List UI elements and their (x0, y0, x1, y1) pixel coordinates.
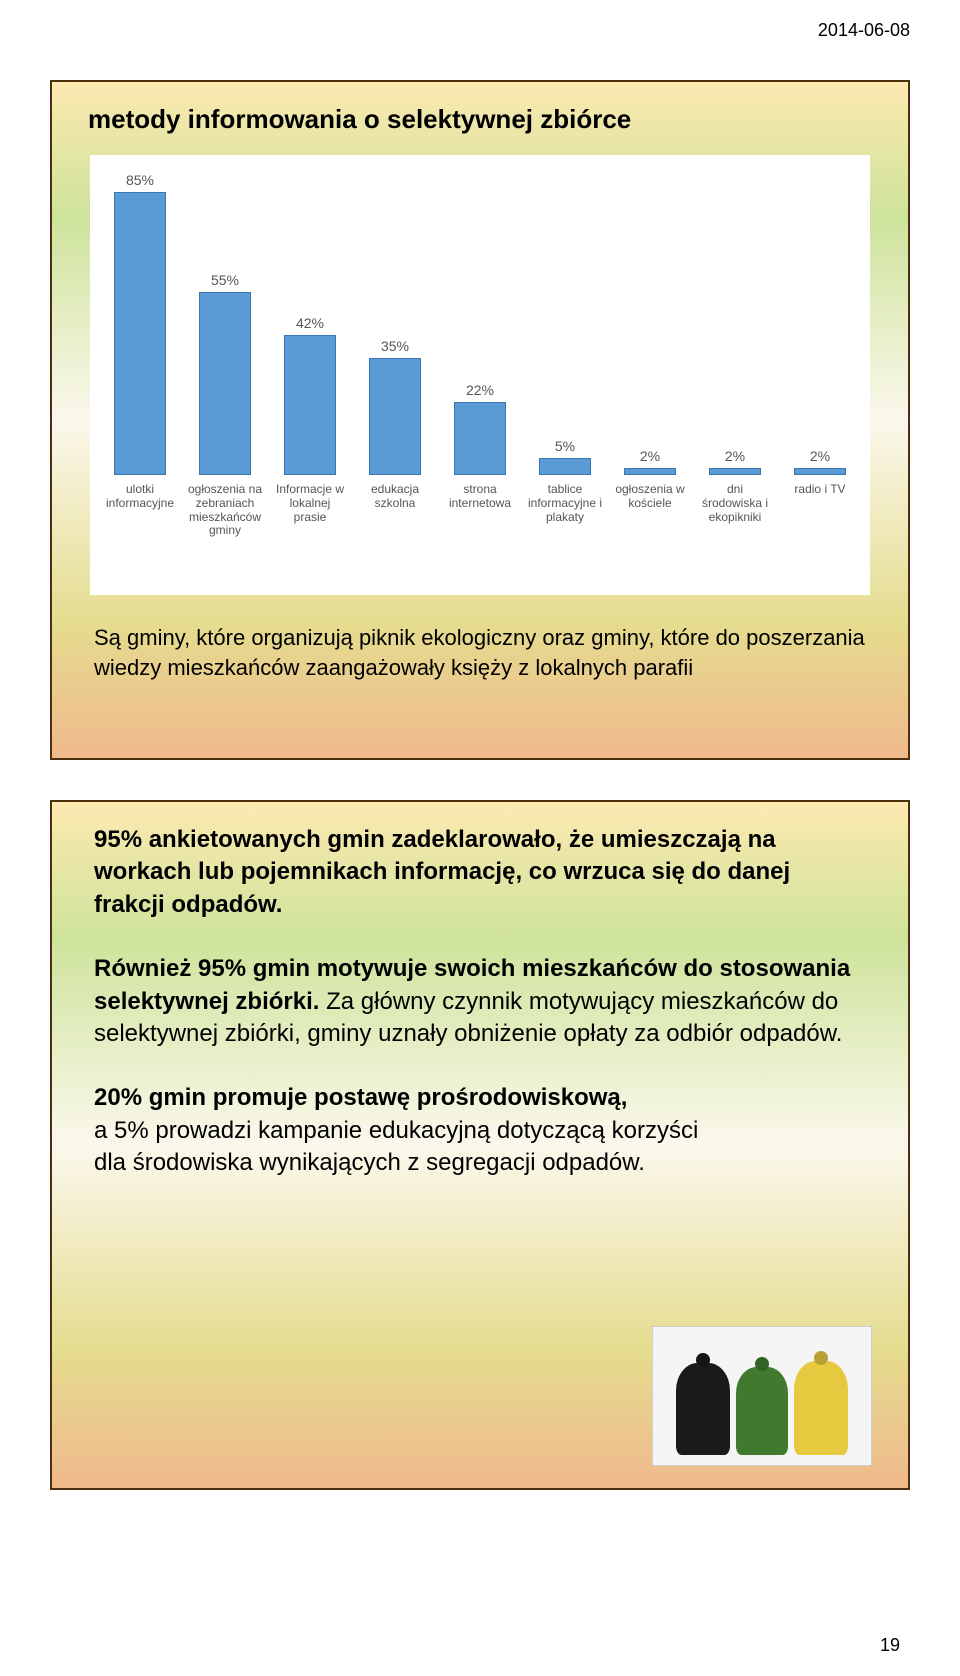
bar-group: 2% (705, 448, 765, 475)
bag-icon (736, 1367, 788, 1455)
slide-1: metody informowania o selektywnej zbiórc… (50, 80, 910, 760)
slide-2: 95% ankietowanych gmin zadeklarowało, że… (50, 800, 910, 1490)
bar-value-label: 2% (725, 448, 745, 464)
page-number: 19 (880, 1635, 900, 1656)
p3a-text: 20% gmin promuje postawę prośrodowiskową… (94, 1084, 627, 1111)
chart-wrapper: 85% 55% 42% 35% 22% 5% 2% 2% 2% ulotki informacy… (90, 155, 870, 595)
slide1-title: metody informowania o selektywnej zbiórc… (88, 104, 872, 135)
bar-group: 2% (790, 448, 850, 475)
slide1-caption: Są gminy, które organizują piknik ekolog… (88, 623, 872, 682)
x-axis-label: ogłoszenia na zebraniach mieszkańców gmi… (187, 483, 263, 538)
bags-image (652, 1326, 872, 1466)
bar-group: 42% (280, 315, 340, 475)
bar-group: 55% (195, 272, 255, 475)
x-axis-label: ogłoszenia w kościele (612, 483, 688, 511)
page-date: 2014-06-08 (818, 20, 910, 41)
bar-value-label: 2% (810, 448, 830, 464)
bar-chart: 85% 55% 42% 35% 22% 5% 2% 2% 2% (100, 175, 860, 475)
bar-group: 35% (365, 338, 425, 475)
p1-text: 95% ankietowanych gmin zadeklarowało, że… (94, 826, 790, 918)
x-axis-label: dni środowiska i ekopikniki (697, 483, 773, 524)
bar-value-label: 2% (640, 448, 660, 464)
bar (114, 192, 166, 475)
bag-icon (676, 1363, 730, 1455)
bar (369, 358, 421, 475)
p3b-line1: a 5% prowadzi kampanie edukacyjną dotycz… (94, 1117, 698, 1144)
bar-group: 85% (110, 172, 170, 475)
bar-value-label: 22% (466, 382, 494, 398)
p3b-line2: dla środowiska wynikających z segregacji… (94, 1149, 645, 1176)
slide2-p1: 95% ankietowanych gmin zadeklarowało, że… (88, 824, 872, 921)
bar-group: 5% (535, 438, 595, 475)
bar-value-label: 42% (296, 315, 324, 331)
x-axis-labels: ulotki informacyjne ogłoszenia na zebrani… (100, 483, 860, 573)
bar-group: 22% (450, 382, 510, 475)
slide2-p3: 20% gmin promuje postawę prośrodowiskową… (88, 1082, 868, 1179)
bar (624, 468, 676, 475)
bar-value-label: 55% (211, 272, 239, 288)
bar-value-label: 35% (381, 338, 409, 354)
x-axis-label: strona internetowa (442, 483, 518, 511)
bar (199, 292, 251, 475)
bag-icon (794, 1361, 848, 1455)
bar-group: 2% (620, 448, 680, 475)
slide2-p2: Również 95% gmin motywuje swoich mieszka… (88, 953, 872, 1050)
x-axis-label: ulotki informacyjne (102, 483, 178, 511)
x-axis-label: Informacje w lokalnej prasie (272, 483, 348, 524)
bar-value-label: 85% (126, 172, 154, 188)
x-axis-label: edukacja szkolna (357, 483, 433, 511)
bar (794, 468, 846, 475)
bar-value-label: 5% (555, 438, 575, 454)
bar (709, 468, 761, 475)
x-axis-label: radio i TV (782, 483, 858, 497)
bar (284, 335, 336, 475)
bar (539, 458, 591, 475)
x-axis-label: tablice informacyjne i plakaty (527, 483, 603, 524)
bar (454, 402, 506, 475)
